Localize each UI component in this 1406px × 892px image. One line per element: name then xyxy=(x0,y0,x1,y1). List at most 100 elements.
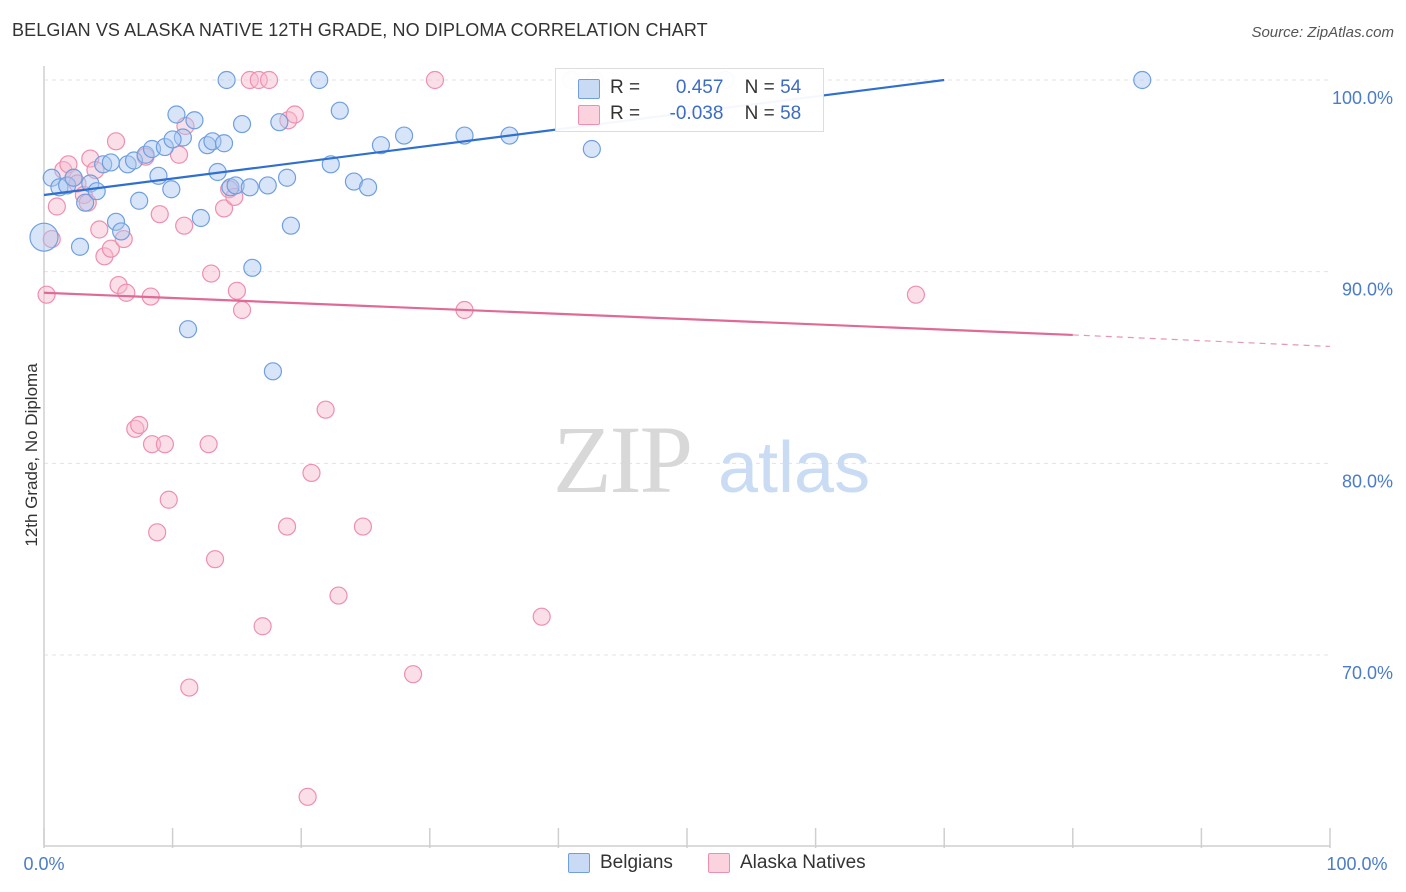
belgian-point xyxy=(203,132,222,151)
gridlines xyxy=(44,79,1330,656)
correlation-legend: R = 0.457 N = 54 R = -0.038 N = 58 xyxy=(555,68,824,132)
belgian-point xyxy=(1133,70,1152,90)
legend-r-label: R = xyxy=(610,77,641,98)
alaska-native-point xyxy=(316,400,335,419)
belgian-point xyxy=(232,114,252,134)
legend-r-value: 0.457 xyxy=(675,77,724,98)
alaska-native-point xyxy=(150,205,169,224)
belgian-point xyxy=(240,178,259,197)
bottom-legend-swatch-belgians xyxy=(568,853,590,873)
belgian-point xyxy=(371,136,391,155)
alaska-natives-trend-line xyxy=(43,291,1073,337)
alaska-native-point xyxy=(302,463,321,483)
belgian-point xyxy=(310,70,329,90)
y-tick-label: 90.0% xyxy=(1342,280,1393,300)
belgian-point xyxy=(226,176,245,195)
alaska-native-point xyxy=(47,197,66,216)
alaska-native-point xyxy=(169,145,189,164)
belgian-point xyxy=(281,216,301,235)
belgian-point xyxy=(106,212,126,231)
y-axis-label: 12th Grade, No Diploma xyxy=(22,363,41,547)
belgian-point xyxy=(185,111,204,130)
alaska-native-point xyxy=(285,105,304,124)
alaska-native-point xyxy=(90,220,109,239)
alaska-native-point xyxy=(906,285,926,304)
alaska-native-point xyxy=(205,550,225,569)
belgian-point xyxy=(258,176,277,195)
alaska-native-point xyxy=(106,132,126,151)
legend-n-label: N = xyxy=(744,103,775,124)
belgian-point xyxy=(162,180,181,199)
belgian-point xyxy=(87,182,106,201)
legend-swatch-alaska-natives xyxy=(578,105,600,125)
alaska-native-point xyxy=(37,285,56,304)
belgian-point xyxy=(112,222,131,241)
legend-r-value: -0.038 xyxy=(669,103,724,124)
belgian-point xyxy=(358,178,378,197)
chart-title: BELGIAN VS ALASKA NATIVE 12TH GRADE, NO … xyxy=(12,20,708,40)
alaska-native-point xyxy=(227,281,246,300)
legend-r-label: R = xyxy=(610,103,641,124)
belgian-point xyxy=(277,168,297,187)
belgian-point xyxy=(101,153,120,172)
alaska-native-point xyxy=(148,523,167,542)
belgian-point xyxy=(191,208,210,228)
y-tick-label: 100.0% xyxy=(1332,88,1393,108)
belgian-point xyxy=(321,155,340,174)
bottom-legend-label-belgians: Belgians xyxy=(600,852,673,873)
alaska-native-point xyxy=(253,617,272,636)
alaska-native-point xyxy=(403,665,423,684)
belgian-point xyxy=(42,168,61,187)
legend-n-label: N = xyxy=(744,77,775,98)
alaska-native-point xyxy=(175,216,194,235)
alaska-native-point xyxy=(232,300,252,320)
belgian-point xyxy=(29,222,59,252)
alaska-native-point xyxy=(59,155,78,174)
belgian-point xyxy=(270,113,289,132)
alaska-native-point xyxy=(202,264,221,283)
y-tick-label: 70.0% xyxy=(1342,663,1393,683)
belgian-point xyxy=(167,105,186,124)
y-tick-label: 80.0% xyxy=(1342,471,1393,491)
belgian-point xyxy=(178,320,198,339)
alaska-native-point xyxy=(199,435,218,454)
belgian-point xyxy=(330,101,349,120)
x-tick-max: 100.0% xyxy=(1326,854,1387,874)
belgian-point xyxy=(155,137,174,157)
alaska-native-point xyxy=(353,517,373,536)
belgian-point xyxy=(64,168,83,187)
alaska-native-point xyxy=(329,586,348,605)
belgian-point xyxy=(76,193,95,212)
y-tick-labels: 70.0% 80.0% 90.0% 100.0% xyxy=(1332,88,1393,683)
belgian-point xyxy=(217,70,236,90)
alaska-native-point xyxy=(259,70,279,90)
belgian-point xyxy=(214,134,234,153)
alaska-native-point xyxy=(180,678,199,697)
watermark-zip: ZIP xyxy=(553,406,691,513)
bottom-legend-label-alaska-natives: Alaska Natives xyxy=(740,852,866,873)
alaska-native-point xyxy=(130,415,149,435)
alaska-native-point xyxy=(225,187,244,207)
alaska-native-point xyxy=(277,517,297,536)
legend-swatch-belgians xyxy=(578,79,600,99)
alaska-natives-points xyxy=(37,70,926,806)
source-label: Source: ZipAtlas.com xyxy=(1251,24,1394,41)
alaska-native-point xyxy=(117,283,136,302)
belgian-point xyxy=(263,362,283,381)
alaska-native-point xyxy=(214,199,234,218)
watermark-atlas: atlas xyxy=(718,428,870,508)
legend-n-value: 54 xyxy=(780,77,802,98)
belgian-point xyxy=(130,191,149,210)
x-tick-min: 0.0% xyxy=(23,854,64,874)
belgian-point xyxy=(70,237,90,256)
alaska-native-point xyxy=(101,239,120,258)
alaska-native-point xyxy=(532,607,551,626)
alaska-native-point xyxy=(249,70,268,90)
belgian-point xyxy=(163,130,182,149)
alaska-native-point xyxy=(109,275,128,295)
bottom-legend-swatch-alaska-natives xyxy=(708,853,730,873)
belgian-point xyxy=(124,151,144,170)
axes xyxy=(43,66,1331,848)
belgian-point xyxy=(243,258,262,277)
